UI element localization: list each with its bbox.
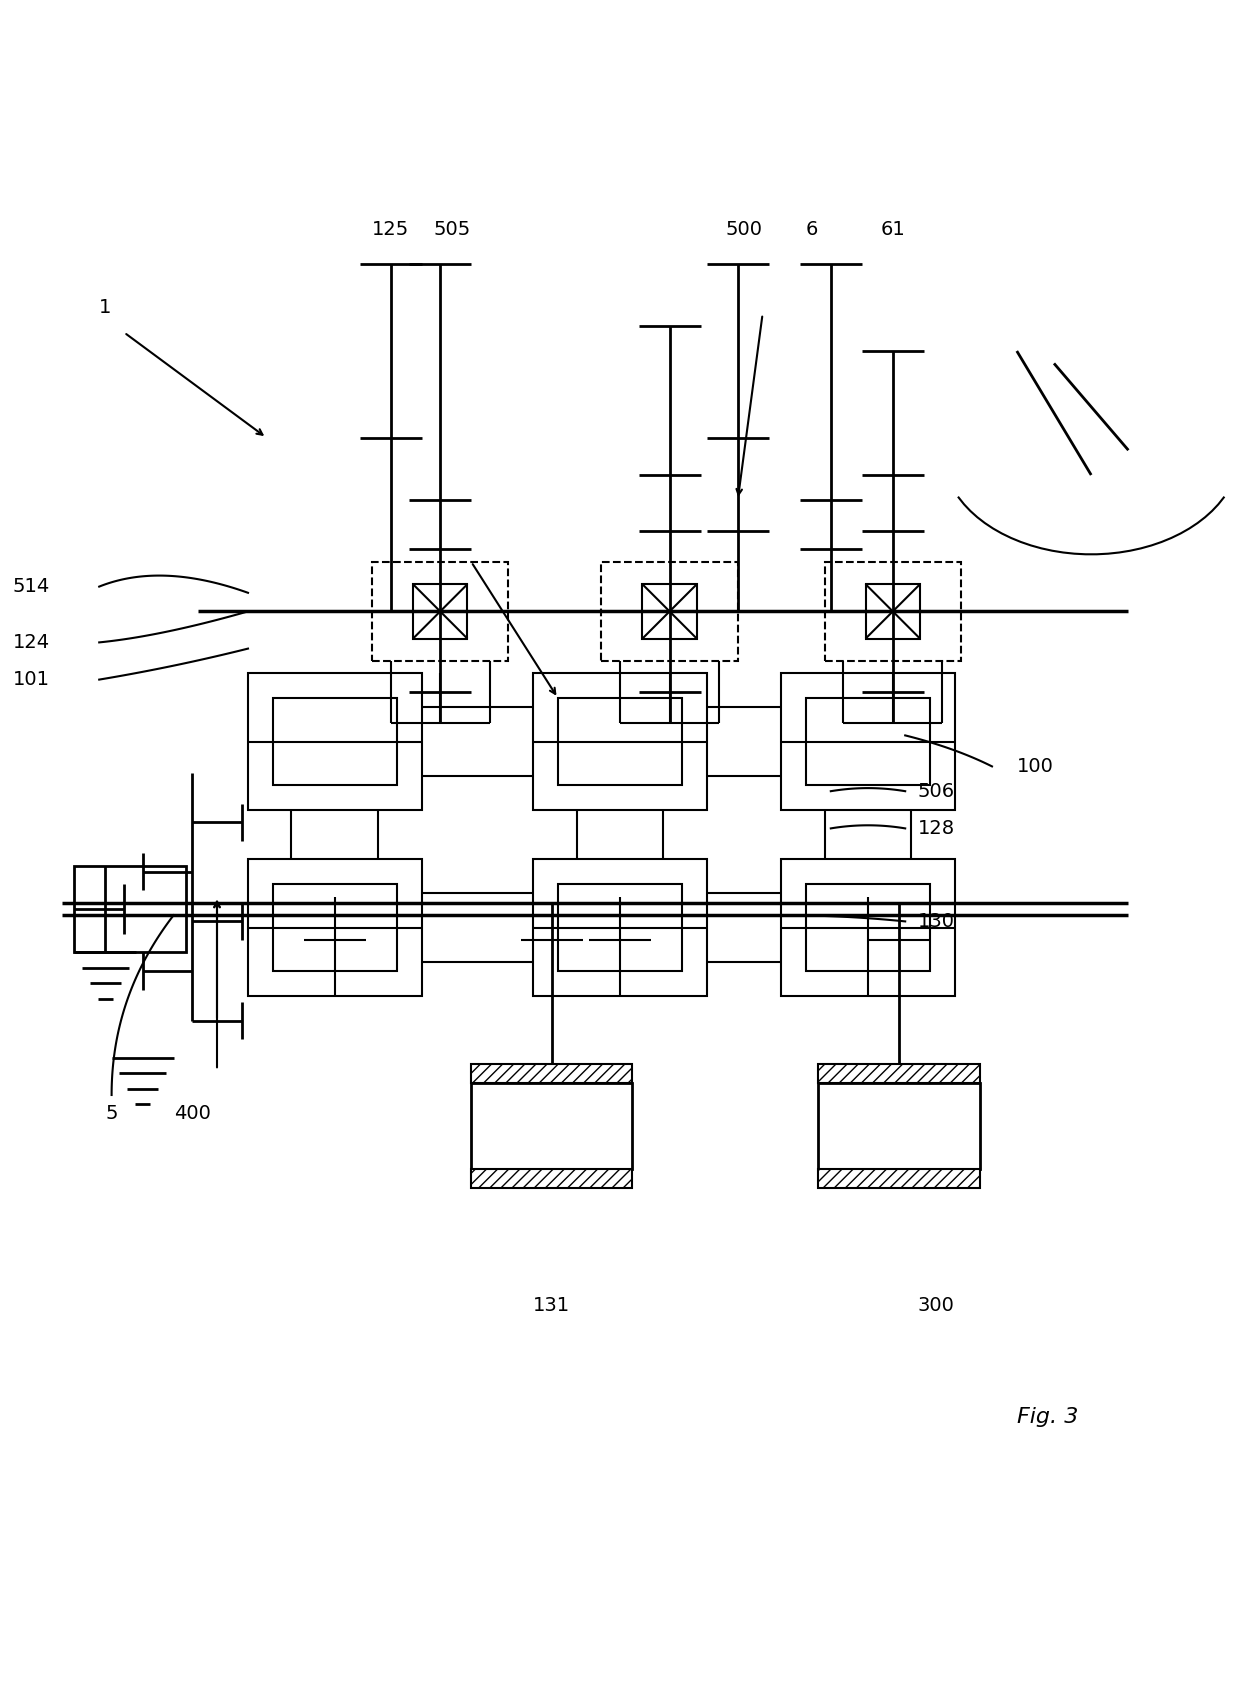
Bar: [825, 562, 961, 661]
Bar: [866, 584, 920, 639]
Text: 500: 500: [725, 220, 763, 239]
Bar: [642, 584, 697, 639]
Text: 125: 125: [372, 220, 409, 239]
Text: 506: 506: [918, 781, 955, 801]
Bar: [248, 859, 422, 996]
Bar: [558, 884, 682, 971]
Bar: [413, 584, 467, 639]
Bar: [818, 1169, 980, 1187]
Bar: [273, 698, 397, 784]
Bar: [818, 1064, 980, 1082]
Text: 100: 100: [1017, 757, 1054, 776]
Bar: [74, 866, 186, 952]
Text: 505: 505: [434, 220, 471, 239]
Bar: [471, 1082, 632, 1169]
Bar: [781, 859, 955, 996]
Text: 131: 131: [533, 1296, 570, 1315]
Text: 128: 128: [918, 818, 955, 839]
Bar: [533, 859, 707, 996]
Text: 101: 101: [12, 671, 50, 689]
Text: 130: 130: [918, 911, 955, 932]
Bar: [372, 562, 508, 661]
Bar: [818, 1082, 980, 1169]
Bar: [558, 698, 682, 784]
Bar: [781, 674, 955, 810]
Bar: [533, 674, 707, 810]
Text: 124: 124: [12, 634, 50, 652]
Text: 6: 6: [806, 220, 818, 239]
Bar: [471, 1064, 632, 1082]
Bar: [248, 674, 422, 810]
Text: 61: 61: [880, 220, 905, 239]
Text: 514: 514: [12, 578, 50, 596]
Bar: [806, 884, 930, 971]
Text: 1: 1: [99, 298, 112, 317]
Bar: [601, 562, 738, 661]
Text: 5: 5: [105, 1104, 118, 1123]
Bar: [806, 698, 930, 784]
Text: 300: 300: [918, 1296, 955, 1315]
Text: 400: 400: [174, 1104, 211, 1123]
Bar: [471, 1169, 632, 1187]
Bar: [273, 884, 397, 971]
Text: Fig. 3: Fig. 3: [1017, 1408, 1078, 1428]
